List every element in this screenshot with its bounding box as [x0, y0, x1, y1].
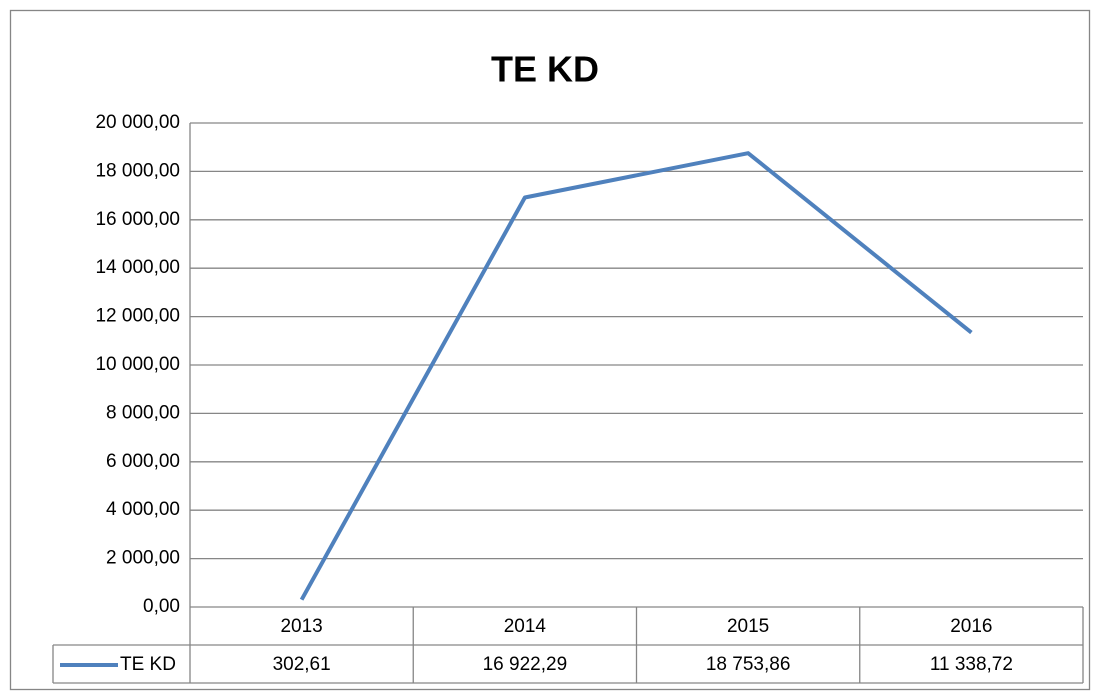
x-tick-label: 2014: [504, 616, 547, 637]
x-tick-label: 2016: [950, 616, 992, 637]
y-tick-label: 10 000,00: [95, 354, 180, 375]
y-tick-label: 16 000,00: [95, 209, 180, 230]
data-label: 11 338,72: [930, 654, 1013, 675]
y-tick-label: 20 000,00: [95, 112, 180, 133]
x-tick-label: 2013: [280, 616, 322, 637]
y-tick-label: 12 000,00: [95, 306, 180, 327]
x-tick-label: 2015: [727, 616, 769, 637]
legend-label: TE KD: [120, 654, 176, 675]
y-tick-label: 6 000,00: [106, 451, 180, 472]
series-line: [299, 151, 973, 601]
data-label: 302,61: [273, 654, 331, 675]
y-tick-label: 8 000,00: [106, 402, 180, 423]
chart-title: TE KD: [491, 49, 599, 90]
y-tick-label: 18 000,00: [95, 160, 180, 181]
y-tick-label: 4 000,00: [106, 499, 180, 520]
data-label: 18 753,86: [706, 654, 791, 675]
y-tick-label: 0,00: [143, 596, 180, 617]
y-tick-label: 14 000,00: [95, 257, 180, 278]
data-label: 16 922,29: [483, 654, 568, 675]
y-tick-label: 2 000,00: [106, 548, 180, 569]
